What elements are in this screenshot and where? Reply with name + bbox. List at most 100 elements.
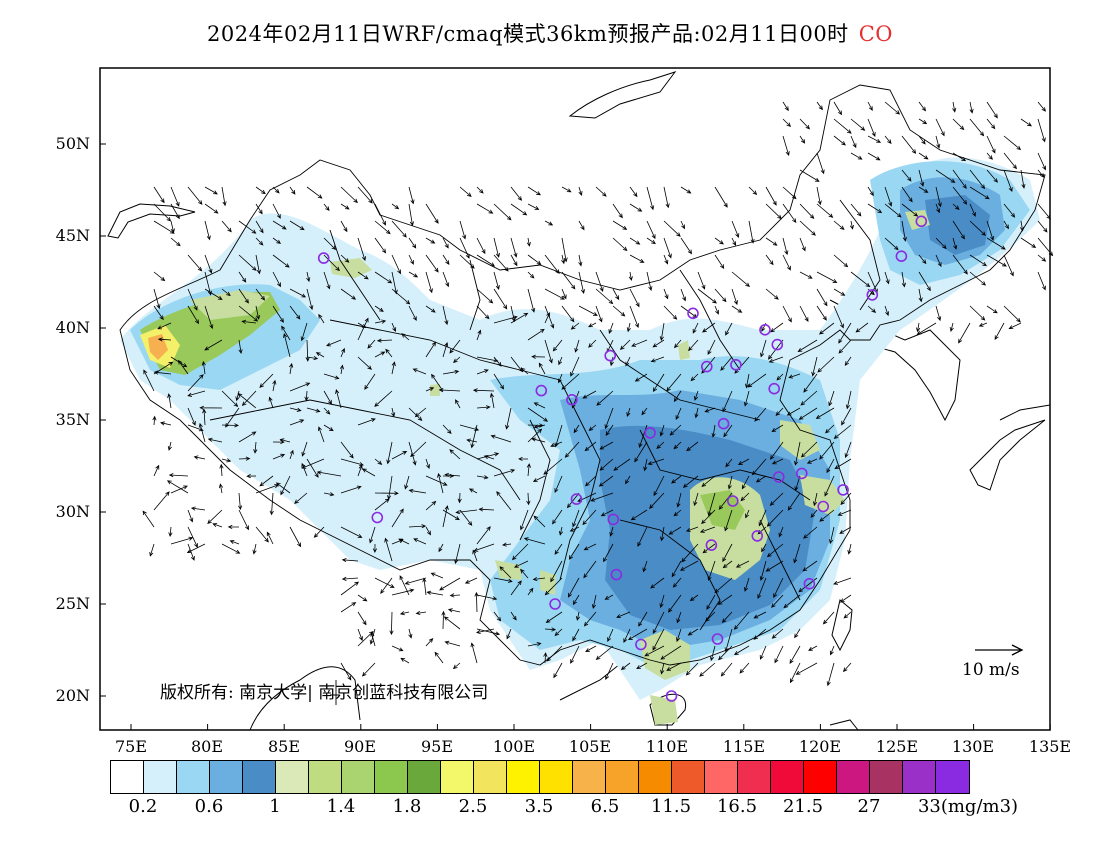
wind-arrow	[204, 254, 213, 274]
station-marker	[644, 427, 656, 439]
wind-arrow	[918, 152, 929, 160]
wind-arrow	[340, 602, 357, 613]
wind-arrow	[723, 424, 733, 438]
wind-arrow	[425, 526, 431, 536]
wind-arrow	[659, 322, 665, 342]
wind-arrow	[398, 538, 410, 545]
lon-label: 80E	[191, 737, 223, 756]
wind-arrow	[816, 305, 827, 321]
wind-arrow	[918, 135, 926, 145]
wind-arrow	[531, 354, 546, 359]
wind-arrow	[782, 101, 789, 112]
wind-arrow	[255, 186, 266, 195]
wind-arrow	[153, 361, 174, 375]
wind-arrow	[952, 237, 958, 250]
wind-arrow	[584, 441, 597, 452]
wind-arrow	[357, 628, 363, 642]
wind-arrow	[153, 305, 164, 321]
wind-arrow	[935, 305, 942, 322]
wind-arrow	[204, 220, 211, 241]
station-marker	[604, 349, 617, 362]
wind-reference-arrow	[975, 644, 1024, 656]
wind-arrow	[476, 288, 494, 304]
wind-arrow	[765, 288, 779, 300]
wind-arrow	[544, 288, 565, 300]
wind-arrow	[425, 475, 448, 486]
colorbar-swatch	[375, 761, 408, 793]
wind-arrow	[741, 475, 750, 490]
wind-arrow	[357, 271, 369, 280]
wind-arrow	[986, 305, 998, 314]
wind-arrow	[472, 388, 495, 393]
wind-arrow	[538, 362, 546, 375]
wind-arrow	[674, 339, 682, 349]
wind-arrow	[798, 407, 818, 420]
field-orange-xinjiang	[148, 334, 168, 360]
wind-arrow	[511, 543, 529, 561]
wind-arrow	[969, 169, 986, 190]
wind-arrow	[755, 475, 767, 483]
wind-arrow	[238, 288, 249, 304]
wind-arrow	[578, 186, 583, 196]
wind-arrow	[523, 537, 546, 545]
wind-arrow	[656, 441, 665, 450]
wind-arrow	[659, 594, 665, 609]
wind-arrow	[721, 611, 733, 623]
wind-arrow	[663, 254, 669, 265]
wind-arrow	[187, 305, 199, 325]
colorbar-label: 0.2	[128, 796, 158, 817]
wind-arrow	[442, 254, 450, 265]
lon-label: 135E	[1029, 737, 1071, 756]
wind-arrow	[160, 421, 172, 426]
wind-arrow	[153, 271, 166, 282]
wind-arrow	[272, 379, 277, 392]
wind-arrow	[799, 135, 806, 144]
wind-arrow	[207, 437, 223, 443]
wind-arrow	[374, 390, 393, 407]
wind-arrow	[255, 237, 264, 246]
colorbar-swatch	[507, 761, 540, 793]
colorbar-label: 2.5	[458, 796, 488, 817]
wind-arrow	[425, 305, 436, 313]
station-marker	[837, 484, 849, 496]
wind-arrow	[668, 526, 682, 535]
wind-arrow	[844, 441, 852, 459]
wind-arrow	[800, 390, 818, 406]
wind-arrow	[705, 611, 716, 622]
wind-arrow	[442, 369, 460, 375]
wind-arrow	[849, 220, 854, 230]
wind-arrow	[799, 237, 806, 252]
wind-arrow	[490, 434, 512, 443]
wind-arrow	[588, 322, 597, 328]
wind-arrow	[142, 510, 155, 528]
title-text: 2024年02月11日WRF/cmaq模式36km预报产品:02月11日00时	[207, 22, 849, 46]
wind-arrow	[855, 322, 869, 333]
wind-arrow	[782, 203, 797, 223]
wind-arrow	[289, 288, 307, 298]
wind-arrow	[241, 390, 257, 407]
wind-arrow	[442, 305, 449, 326]
wind-arrow	[408, 203, 414, 227]
wind-arrow	[238, 509, 249, 531]
colorbar-swatch	[474, 761, 507, 793]
station-marker	[610, 568, 623, 581]
wind-arrow	[476, 305, 490, 320]
wind-arrow	[186, 543, 206, 554]
wind-arrow	[493, 254, 509, 272]
wind-arrow	[369, 628, 376, 645]
wind-arrow	[318, 426, 325, 443]
wind-arrow	[414, 407, 427, 418]
wind-arrow	[323, 390, 332, 405]
wind-arrow	[1003, 220, 1009, 230]
wind-arrow	[341, 558, 359, 563]
wind-arrow	[644, 645, 665, 657]
field-pale-green-east	[780, 420, 845, 515]
wind-arrow	[629, 203, 643, 212]
wind-arrow	[425, 237, 436, 244]
wind-arrow	[1003, 254, 1014, 277]
wind-arrow	[630, 509, 648, 521]
wind-arrow	[412, 368, 427, 375]
wind-arrow	[744, 577, 750, 592]
wind-arrow	[768, 356, 784, 363]
wind-arrow	[434, 651, 444, 664]
